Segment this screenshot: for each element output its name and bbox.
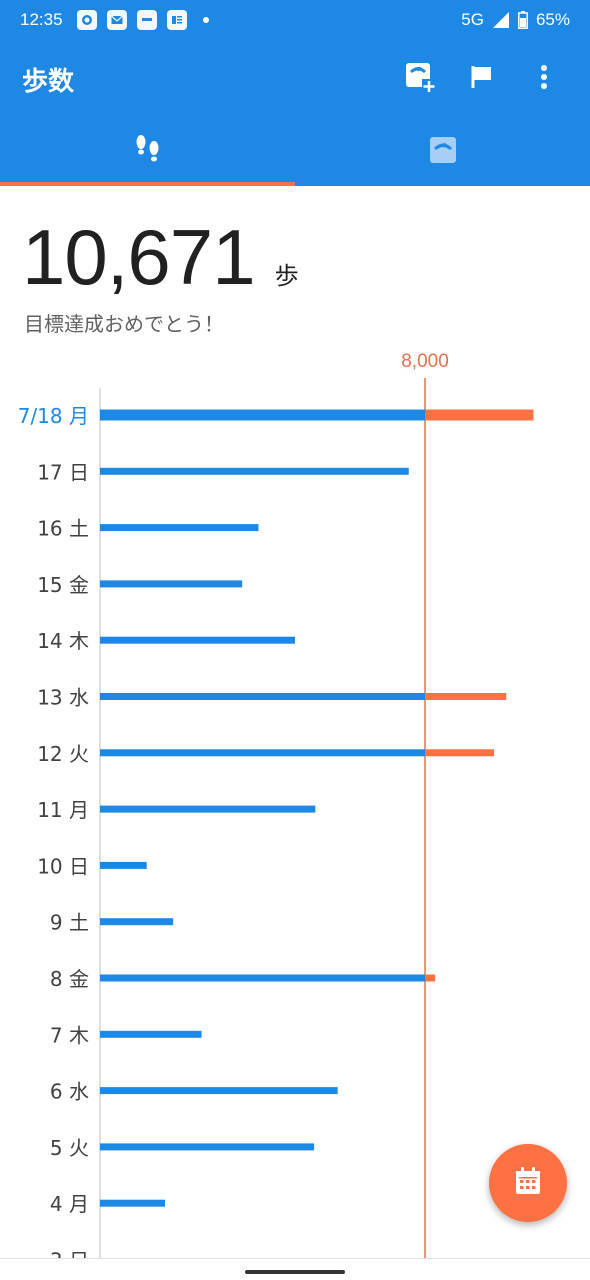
tab-steps[interactable] <box>0 118 295 186</box>
step-bar <box>100 409 425 421</box>
day-label: 7 木 <box>50 1023 89 1047</box>
newspaper-icon <box>166 10 187 30</box>
day-label: 11 月 <box>37 798 89 822</box>
tab-bar <box>0 118 590 186</box>
step-bar <box>100 805 316 813</box>
day-label: 13 水 <box>37 686 89 710</box>
chart-svg: 8,000 7/18 月 17 日 16 土 15 金 14 木 13 水 12 火 11 月 1… <box>18 351 534 1259</box>
steps-unit: 歩 <box>274 262 299 290</box>
daily-steps-chart[interactable]: 8,000 7/18 月 17 日 16 土 15 金 14 木 13 水 12 火 11 月 1… <box>0 340 590 1258</box>
step-bar <box>100 1030 202 1038</box>
day-label: 9 土 <box>50 911 89 935</box>
day-label: 3 日 <box>50 1249 89 1259</box>
footsteps-icon <box>134 133 162 171</box>
step-bar-over-goal <box>425 693 507 700</box>
more-options-button[interactable] <box>520 55 568 103</box>
day-label: 12 火 <box>37 742 89 766</box>
day-label: 16 土 <box>37 517 89 541</box>
calendar-icon <box>514 1166 542 1200</box>
signal-icon <box>492 11 510 29</box>
news-app-icon <box>136 10 157 30</box>
goal-achieved-message: 目標達成おめでとう！ <box>24 312 224 336</box>
scale-icon <box>429 136 457 168</box>
goal-label: 8,000 <box>401 351 449 372</box>
battery-icon <box>518 11 528 29</box>
step-bar <box>100 467 409 475</box>
day-label: 4 月 <box>50 1192 89 1216</box>
step-bar <box>100 861 147 869</box>
app-bar-actions <box>382 55 568 103</box>
steps-summary: 10,671 歩 <box>22 212 299 303</box>
day-label: 10 日 <box>37 854 89 878</box>
battery-level: 65% <box>535 10 570 29</box>
step-bar <box>100 636 295 644</box>
day-label: 17 日 <box>37 460 89 484</box>
step-bar <box>100 1199 165 1207</box>
step-bar <box>100 918 174 926</box>
goal-flag-button[interactable] <box>458 55 506 103</box>
calendar-button[interactable] <box>489 1144 567 1222</box>
more-vert-icon <box>540 64 548 94</box>
system-nav-bar <box>0 1258 590 1280</box>
more-notifications-dot <box>202 17 209 23</box>
tab-indicator <box>0 182 295 186</box>
day-label: 6 水 <box>50 1080 89 1104</box>
steps-count: 10,671 <box>22 213 256 301</box>
home-gesture-handle[interactable] <box>245 1270 345 1274</box>
page-title: 歩数 <box>22 66 75 97</box>
day-label: 7/18 月 <box>18 404 89 428</box>
step-bar <box>100 1143 315 1151</box>
messenger-icon <box>76 10 97 30</box>
flag-icon <box>469 64 495 94</box>
add-weight-icon <box>404 61 436 97</box>
status-time: 12:35 <box>20 10 63 29</box>
app-bar: 歩数 <box>0 40 590 118</box>
day-label: 14 木 <box>37 629 89 653</box>
day-label: 8 金 <box>50 967 89 991</box>
step-bar <box>100 580 243 588</box>
step-bar <box>100 524 259 532</box>
status-right: 5G 65% <box>461 10 570 30</box>
step-bar <box>100 974 425 982</box>
step-bar-over-goal <box>425 749 495 757</box>
day-label: 15 金 <box>37 573 89 597</box>
status-bar: 12:35 5G 65% <box>0 0 590 40</box>
step-bar <box>100 693 425 700</box>
notification-icons <box>76 10 209 30</box>
step-bar <box>100 749 425 757</box>
day-label: 5 火 <box>50 1136 89 1160</box>
tab-weight[interactable] <box>295 118 590 186</box>
step-bar <box>100 1087 338 1095</box>
add-weight-button[interactable] <box>396 55 444 103</box>
step-bar-over-goal <box>425 974 436 982</box>
step-bar-over-goal <box>425 409 534 421</box>
network-label: 5G <box>461 10 484 29</box>
mail-icon <box>106 10 127 30</box>
